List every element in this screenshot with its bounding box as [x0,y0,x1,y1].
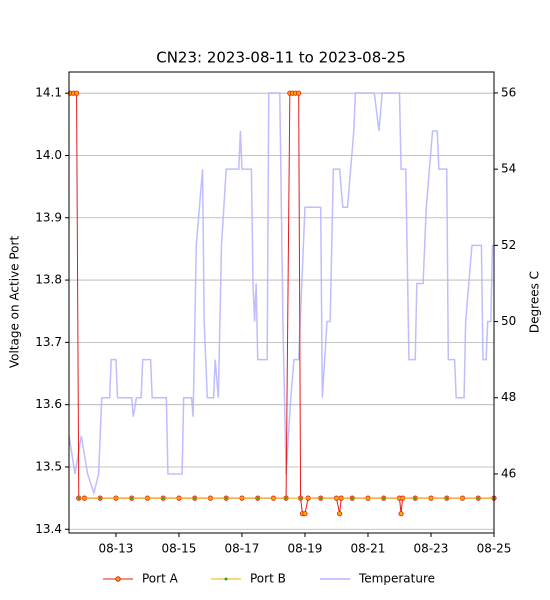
x-tick-label: 08-21 [351,542,386,556]
marker [296,90,302,96]
legend-marker [224,577,228,581]
y2-tick-label: 54 [501,162,516,176]
marker [130,496,133,500]
marker [337,511,343,517]
marker [193,496,197,500]
y-tick-label: 13.7 [35,335,62,349]
y2-tick-label: 50 [501,314,516,328]
y2-tick-label: 48 [501,390,516,404]
x-tick-label: 08-25 [477,542,512,556]
x-tick-label: 08-13 [99,542,134,556]
y-tick-label: 13.4 [35,522,62,536]
marker [413,496,417,500]
marker [299,496,302,500]
y-tick-label: 13.6 [35,397,62,411]
x-tick-label: 08-15 [162,542,197,556]
plot-frame [68,71,495,534]
chart-title: CN23: 2023-08-11 to 2023-08-25 [156,49,406,67]
marker [224,496,228,500]
y-tick-label: 13.9 [35,210,62,224]
legend-label: Temperature [358,572,435,586]
marker [476,496,480,500]
marker [284,496,288,500]
y-axis-label: Voltage on Active Port [8,236,22,369]
y-tick-label: 14.1 [35,86,62,100]
x-tick-label: 08-17 [225,542,260,556]
marker [302,511,308,517]
marker [77,496,81,500]
y-tick-label: 14.0 [35,148,62,162]
y2-tick-label: 52 [501,238,516,252]
y2-axis-label: Degrees C [528,271,542,333]
marker [98,496,102,500]
marker [319,496,323,500]
legend-label: Port B [250,572,286,586]
y2-tick-label: 46 [501,466,516,480]
marker [73,90,80,96]
legend-marker [115,576,121,582]
marker [382,496,386,500]
legend-label: Port A [142,572,179,586]
x-tick-label: 08-23 [414,542,449,556]
marker [445,496,449,500]
marker [161,496,165,500]
y-tick-label: 13.5 [35,459,62,473]
x-tick-label: 08-19 [288,542,323,556]
marker [398,511,404,517]
series-line [68,92,494,496]
marker [350,496,354,500]
y-tick-label: 13.8 [35,273,62,287]
y2-tick-label: 56 [501,85,516,99]
marker [256,496,260,500]
